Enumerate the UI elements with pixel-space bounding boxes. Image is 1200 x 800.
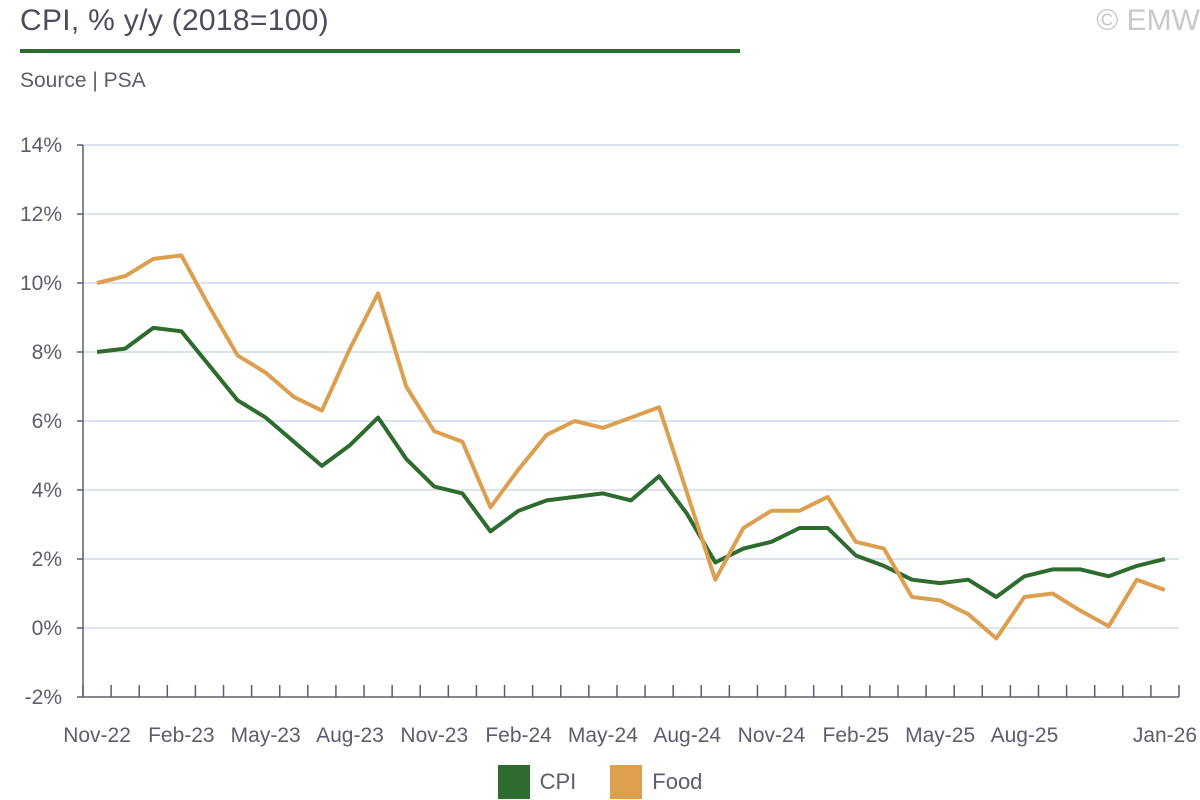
y-tick-label: 8%	[32, 341, 62, 364]
y-tick-label: -2%	[25, 686, 62, 709]
copyright-watermark: © EMW	[1096, 4, 1200, 37]
title-underline	[20, 49, 740, 53]
legend-label-cpi: CPI	[539, 769, 577, 794]
chart-title: CPI, % y/y (2018=100)	[20, 4, 329, 37]
x-tick-label: May-23	[231, 724, 301, 747]
x-tick-label: Feb-25	[823, 724, 890, 747]
x-tick-label: Feb-23	[148, 724, 215, 747]
series-line-food	[96, 253, 1166, 641]
y-tick-label: 0%	[32, 617, 62, 640]
y-tick-label: 12%	[20, 203, 62, 226]
x-tick-label: Jan-26	[1133, 724, 1197, 747]
y-tick-label: 10%	[20, 272, 62, 295]
x-tick-label: Feb-24	[485, 724, 552, 747]
x-tick-label: Aug-24	[653, 724, 721, 747]
source-label: Source | PSA	[20, 69, 146, 92]
x-tick-label: Nov-22	[63, 724, 131, 747]
legend: CPI Food	[0, 765, 1200, 799]
x-tick-label: Nov-23	[400, 724, 468, 747]
legend-swatch-food	[610, 765, 643, 799]
x-tick-label: Aug-25	[991, 724, 1059, 747]
y-tick-label: 6%	[32, 410, 62, 433]
x-tick-label: Nov-24	[738, 724, 806, 747]
legend-swatch-cpi	[497, 765, 530, 799]
y-tick-label: 2%	[32, 548, 62, 571]
legend-label-food: Food	[652, 769, 703, 794]
y-tick-label: 4%	[32, 479, 62, 502]
x-tick-label: Aug-23	[316, 724, 384, 747]
legend-item-food: Food	[610, 765, 702, 799]
legend-item-cpi: CPI	[497, 765, 577, 799]
x-tick-label: May-25	[905, 724, 975, 747]
x-tick-label: May-24	[568, 724, 638, 747]
y-tick-label: 14%	[20, 134, 62, 157]
